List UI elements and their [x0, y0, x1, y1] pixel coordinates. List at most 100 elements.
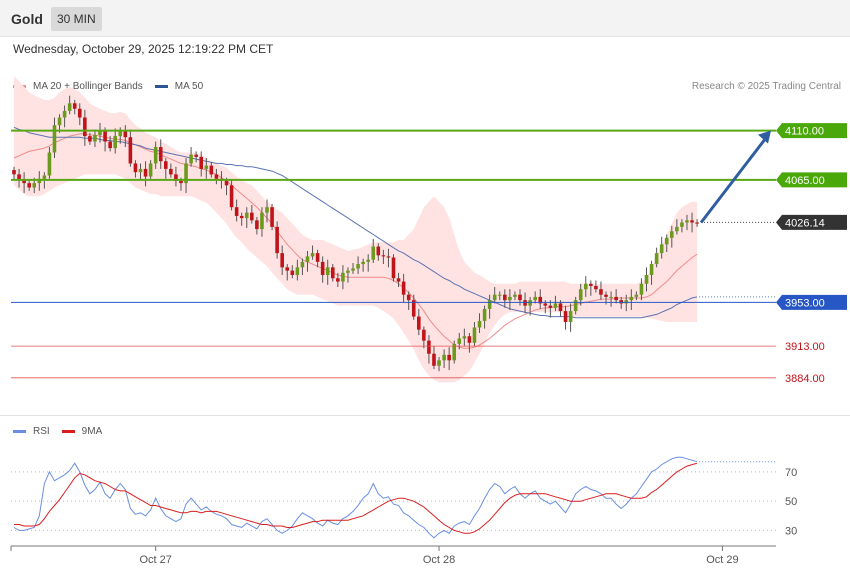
candle-body [533, 296, 537, 301]
candle-body [594, 285, 598, 290]
candle-body [654, 253, 659, 265]
rsi-swatch [13, 430, 26, 433]
level-tag-4110.00 [776, 123, 847, 139]
candle-body [250, 212, 254, 221]
candle-body [199, 156, 204, 169]
candle-body [437, 360, 441, 366]
candle-body [275, 226, 279, 254]
candle-body [401, 281, 406, 295]
candle-body [563, 311, 568, 323]
candle-body [411, 300, 416, 317]
candle-body [325, 267, 330, 275]
candle-body [32, 183, 37, 188]
candle-body [568, 311, 573, 323]
9ma-legend-label: 9MA [81, 426, 103, 437]
candle-body [548, 305, 553, 308]
candle-body [67, 103, 72, 111]
level-label-3953.00: 3953.00 [785, 297, 825, 309]
level-label-4065.00: 4065.00 [785, 175, 825, 187]
candle-body [341, 272, 345, 282]
candle-body [417, 316, 421, 330]
candle-body [599, 289, 603, 295]
candle-body [27, 183, 31, 188]
candle-body [204, 165, 209, 169]
candle-body [108, 141, 112, 149]
candle-body [482, 308, 487, 321]
candle-body [356, 264, 360, 269]
candle-body [72, 103, 77, 109]
candle-body [634, 294, 639, 297]
timeframe-badge[interactable]: 30 MIN [51, 7, 102, 31]
level-label-4110.00: 4110.00 [785, 126, 824, 138]
candle-body [77, 108, 82, 118]
candle-body [133, 163, 138, 173]
candle-body [670, 231, 674, 238]
candle-body [538, 296, 543, 304]
candle-body [589, 283, 593, 286]
research-credit: Research © 2025 Trading Central [691, 81, 841, 92]
candle-body [300, 261, 305, 268]
candle-body [361, 261, 365, 265]
candle-body [649, 264, 654, 275]
rsi-line [13, 456, 698, 539]
candle-body [234, 207, 239, 216]
candle-body [381, 255, 386, 257]
forecast-arrowhead [758, 130, 771, 144]
rsi-9ma-line [14, 462, 698, 534]
candle-body [17, 174, 21, 180]
ma50-line [13, 126, 698, 319]
9ma-swatch [61, 430, 75, 433]
candle-body [366, 259, 370, 262]
candle-body [194, 154, 198, 157]
candle-body [285, 267, 290, 271]
candle-body [406, 294, 411, 301]
candle-body [467, 336, 472, 343]
candle-body [305, 256, 310, 262]
rsi-tick-70: 70 [785, 467, 797, 479]
level-tag-4026.14 [776, 214, 847, 230]
candle-body [558, 303, 563, 312]
x-tick-label: Oct 29 [706, 554, 738, 566]
level-label-4026.14: 4026.14 [785, 217, 825, 229]
bollinger-band [14, 75, 698, 383]
candle-body [432, 353, 436, 366]
candle-body [386, 256, 391, 258]
candle-body [138, 168, 143, 173]
candle-body [619, 300, 623, 304]
candle-body [12, 170, 16, 175]
candle-body [604, 294, 608, 297]
x-tick-label: Oct 27 [139, 554, 171, 566]
title-bar: Gold 30 MIN [0, 0, 850, 37]
candle-body [639, 283, 644, 295]
candle-body [270, 207, 274, 227]
candle-body [37, 178, 42, 184]
candle-body [179, 180, 183, 184]
candle-body [685, 220, 689, 223]
candle-body [472, 327, 477, 343]
candle-body [690, 220, 694, 223]
candle-body [310, 253, 315, 257]
candle-body [330, 267, 335, 279]
candle-body [57, 117, 62, 126]
candle-body [644, 275, 649, 284]
candle-body [497, 294, 502, 296]
candle-body [153, 147, 158, 164]
instrument-name: Gold [11, 11, 43, 27]
candle-body [452, 343, 457, 361]
candle-body [391, 257, 396, 279]
candle-body [487, 300, 492, 309]
candle-body [260, 212, 264, 230]
candle-body [351, 268, 355, 271]
candle-body [629, 296, 634, 301]
candle-body [320, 261, 325, 275]
candle-body [229, 185, 234, 208]
legend-item-ma50: MA 50 [154, 81, 203, 92]
candle-body [22, 179, 26, 184]
rsi-tick-50: 50 [785, 496, 797, 508]
level-label-3913.00: 3913.00 [785, 341, 825, 353]
ma20-legend-label: MA 20 + Bollinger Bands [33, 81, 143, 92]
candle-body [528, 300, 532, 306]
rsi-tick-30: 30 [785, 525, 797, 537]
candle-body [664, 237, 669, 245]
